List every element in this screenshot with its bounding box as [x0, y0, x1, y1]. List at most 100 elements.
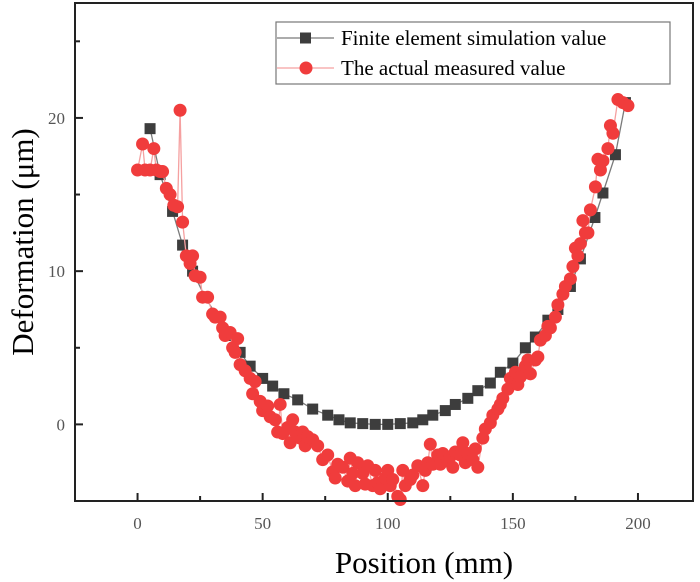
x-tick-label: 0 — [133, 514, 142, 533]
measured-point — [273, 397, 287, 411]
measured-point — [373, 482, 387, 496]
legend: Finite element simulation value The actua… — [275, 21, 671, 85]
x-tick-label: 50 — [254, 514, 271, 533]
measured-point — [581, 226, 595, 240]
legend-square-marker — [300, 32, 311, 44]
measured-point — [548, 310, 562, 324]
simulation-point — [494, 366, 506, 378]
series-simulation — [144, 97, 631, 430]
simulation-point — [344, 417, 356, 429]
legend-label: Finite element simulation value — [341, 26, 606, 50]
measured-point — [416, 479, 430, 493]
y-tick-label: 0 — [57, 415, 66, 434]
measured-point — [571, 249, 585, 263]
series-layer — [131, 93, 635, 506]
y-tick-label: 10 — [48, 262, 65, 281]
measured-point — [588, 180, 602, 194]
simulation-line — [149, 102, 627, 426]
measured-point — [147, 142, 161, 156]
simulation-point — [472, 385, 484, 397]
simulation-point — [589, 212, 601, 224]
measured-point — [213, 310, 227, 324]
simulation-point — [484, 377, 496, 389]
measured-point — [156, 165, 170, 179]
measured-point — [423, 437, 437, 451]
measured-point — [231, 332, 245, 346]
measured-point — [543, 321, 557, 335]
simulation-point — [597, 187, 609, 199]
simulation-point — [292, 394, 304, 406]
measured-point — [446, 460, 460, 474]
measured-point — [456, 436, 470, 450]
measured-point — [283, 436, 297, 450]
measured-point — [163, 188, 177, 202]
measured-point — [368, 463, 382, 477]
simulation-point — [449, 398, 461, 410]
measured-point — [513, 370, 527, 384]
simulation-point — [369, 418, 381, 430]
measured-point — [261, 399, 275, 413]
tick-labels: 0 50 100 150 200 0 10 20 — [48, 109, 651, 533]
measured-point — [268, 413, 282, 427]
measured-point — [583, 203, 597, 217]
simulation-point — [333, 414, 345, 426]
simulation-point — [417, 414, 429, 426]
measured-point — [173, 103, 187, 117]
measured-point — [248, 374, 262, 388]
series-measured — [131, 93, 635, 506]
simulation-point — [394, 418, 406, 430]
simulation-point — [144, 123, 156, 135]
simulation-point — [407, 417, 419, 429]
simulation-point — [507, 357, 519, 369]
measured-point — [393, 492, 407, 506]
measured-point — [573, 237, 587, 251]
measured-point — [386, 473, 400, 487]
y-axis-title: Deformation (μm) — [5, 128, 40, 356]
x-tick-label: 200 — [625, 514, 651, 533]
measured-point — [606, 126, 620, 140]
plot-frame — [74, 2, 694, 502]
measured-point — [171, 200, 185, 214]
simulation-point — [609, 149, 621, 161]
simulation-point — [427, 409, 439, 421]
measured-point — [136, 137, 150, 151]
measured-point — [566, 260, 580, 274]
simulation-point — [244, 360, 256, 372]
simulation-point — [257, 372, 269, 384]
legend-label: The actual measured value — [341, 56, 565, 80]
measured-point — [501, 382, 515, 396]
legend-item: The actual measured value — [277, 56, 565, 80]
measured-point — [193, 270, 207, 284]
simulation-point — [462, 392, 474, 404]
measured-point — [523, 367, 537, 381]
legend-box — [275, 21, 671, 85]
simulation-point — [382, 418, 394, 430]
legend-circle-marker — [299, 61, 313, 75]
axis-ticks — [75, 40, 639, 501]
measured-point — [201, 290, 215, 304]
measured-point — [551, 298, 565, 312]
measured-point — [596, 154, 610, 168]
simulation-point — [307, 403, 319, 415]
x-tick-label: 100 — [375, 514, 401, 533]
measured-point — [396, 463, 410, 477]
measured-point — [346, 466, 360, 480]
simulation-point — [278, 388, 290, 400]
measured-point — [348, 479, 362, 493]
simulation-point — [177, 239, 189, 251]
measured-point — [351, 456, 365, 470]
measured-point — [531, 350, 545, 364]
simulation-point — [439, 405, 451, 417]
measured-point — [563, 272, 577, 286]
legend-item: Finite element simulation value — [277, 26, 606, 50]
measured-point — [576, 214, 590, 228]
measured-point — [311, 439, 325, 453]
y-tick-label: 20 — [48, 109, 65, 128]
x-tick-label: 150 — [500, 514, 526, 533]
measured-point — [468, 442, 482, 456]
measured-point — [321, 448, 335, 462]
measured-point — [176, 215, 190, 229]
x-axis-title: Position (mm) — [335, 545, 513, 580]
simulation-point — [267, 380, 279, 392]
